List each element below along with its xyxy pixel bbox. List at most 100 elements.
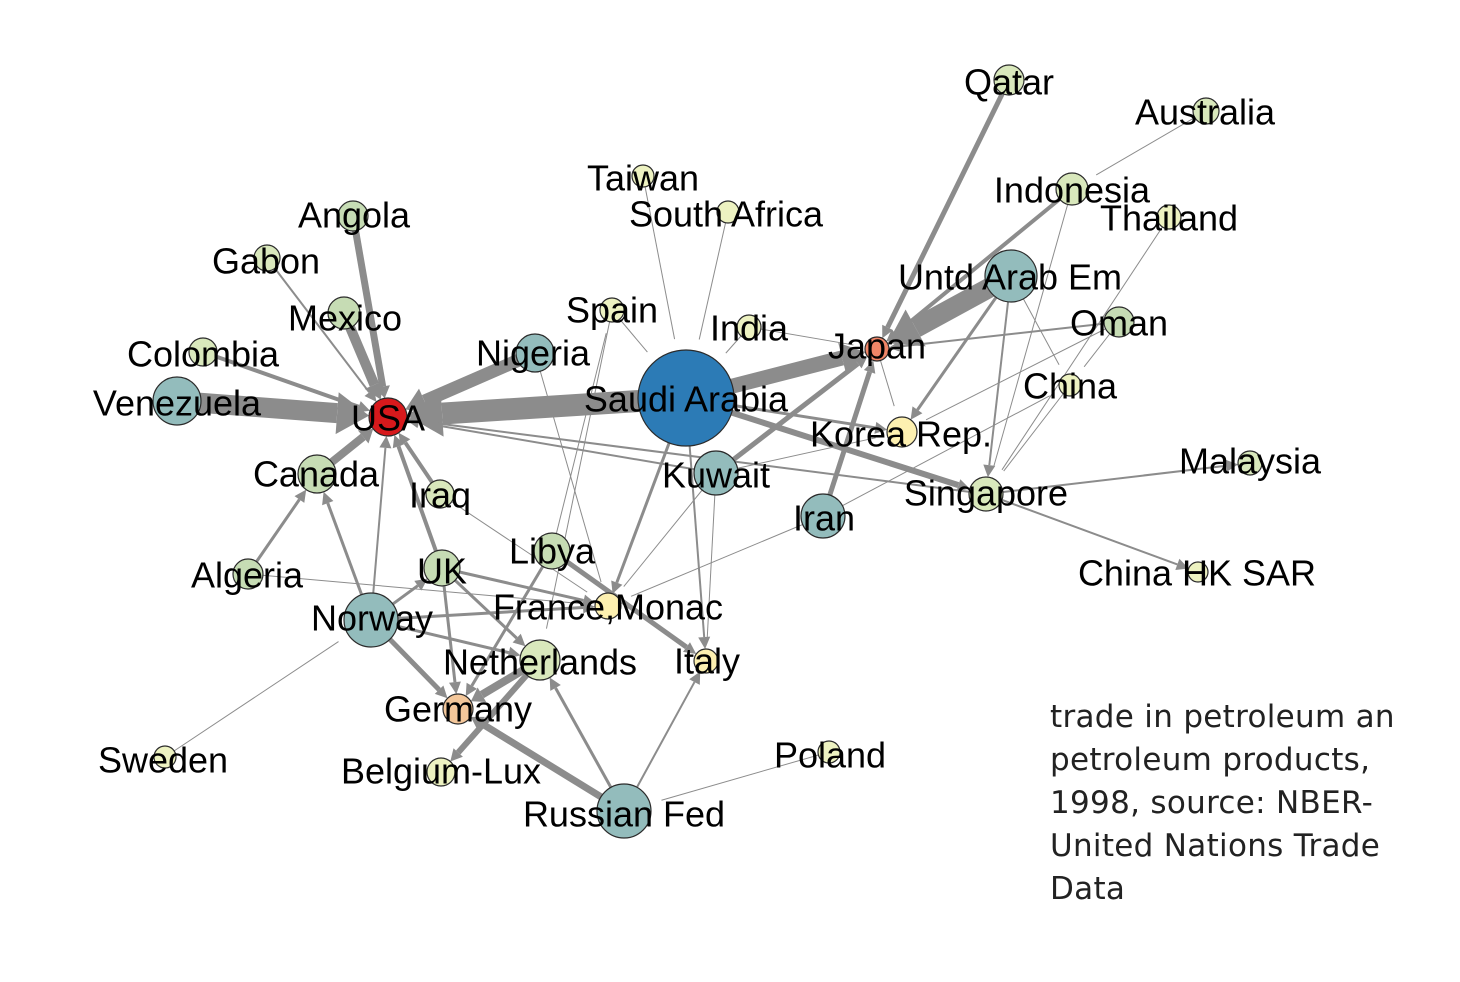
arrowhead-libya-to-italy	[683, 642, 697, 654]
node-netherlands[interactable]	[519, 639, 561, 681]
arrowhead-norway-to-germany	[434, 685, 448, 699]
edge-kuwait-to-usa	[418, 421, 717, 474]
arrowhead-russia-to-italy	[689, 671, 701, 685]
edge-iraq-to-france	[439, 493, 588, 593]
node-canada[interactable]	[297, 454, 337, 494]
arrowhead-singapore-to-usa	[406, 415, 420, 427]
edge-spain-to-netherlands	[545, 309, 613, 629]
node-germany[interactable]	[442, 693, 474, 725]
node-venezuela[interactable]	[152, 376, 202, 426]
node-label-kuwait: Kuwait	[662, 455, 770, 496]
arrowhead-uae-to-singapore	[983, 464, 996, 478]
node-label-poland: Poland	[774, 735, 886, 776]
node-label-sweden: Sweden	[98, 740, 228, 781]
node-label-mexico: Mexico	[288, 298, 402, 339]
node-korea[interactable]	[886, 416, 918, 448]
arrowhead-algeria-to-canada	[294, 489, 307, 503]
edge-uae-to-singapore	[988, 275, 1012, 466]
node-hk[interactable]	[1187, 561, 1209, 583]
arrowhead-saudi-to-italy	[698, 636, 711, 649]
node-label-nigeria: Nigeria	[476, 333, 591, 374]
node-italy[interactable]	[693, 648, 719, 674]
arrowhead-norway-to-uk	[414, 578, 428, 591]
node-belgium[interactable]	[426, 757, 456, 787]
node-singapore[interactable]	[968, 476, 1004, 512]
node-spain[interactable]	[599, 297, 625, 323]
arrowhead-colombia-to-usa	[356, 401, 371, 413]
node-label-saudi: Saudi Arabia	[584, 379, 789, 420]
node-label-taiwan: Taiwan	[587, 158, 699, 199]
node-uae[interactable]	[984, 249, 1038, 303]
node-label-russia: Russian Fed	[523, 794, 725, 835]
caption-line-2: petroleum products,	[1050, 742, 1371, 778]
node-iran[interactable]	[800, 493, 846, 539]
node-label-iran: Iran	[793, 498, 855, 539]
edge-nigeria-to-usa	[421, 347, 538, 408]
node-norway[interactable]	[343, 592, 399, 648]
node-gabon[interactable]	[253, 244, 281, 272]
arrowhead-saudi-to-singapore	[956, 479, 970, 492]
node-oman[interactable]	[1103, 306, 1135, 338]
edge-venezuela-to-usa	[176, 391, 338, 424]
node-algeria[interactable]	[232, 558, 264, 590]
node-australia[interactable]	[1192, 97, 1220, 125]
node-sweden[interactable]	[153, 745, 177, 769]
arrowhead-gabon-to-usa	[364, 388, 377, 402]
node-label-libya: Libya	[509, 531, 596, 572]
arrowhead-norway-to-usa	[379, 435, 392, 449]
node-label-thailand: Thailand	[1100, 198, 1238, 239]
node-label-colombia: Colombia	[127, 334, 280, 375]
node-label-france: France,Monac	[493, 587, 723, 628]
node-france[interactable]	[594, 592, 622, 620]
node-poland[interactable]	[817, 740, 841, 764]
node-saudi[interactable]	[637, 349, 735, 447]
caption-line-1: trade in petroleum an	[1050, 699, 1395, 735]
arrowhead-saudi-to-france	[611, 580, 623, 594]
node-label-canada: Canada	[253, 454, 380, 495]
node-japan[interactable]	[864, 336, 890, 362]
arrowhead-kuwait-to-japan	[854, 356, 868, 369]
node-label-india: India	[710, 308, 789, 349]
node-russia[interactable]	[596, 783, 652, 839]
node-label-oman: Oman	[1070, 303, 1168, 344]
edge-oman-to-japan	[900, 321, 1120, 348]
arrowhead-angola-to-usa	[375, 385, 390, 399]
node-kuwait[interactable]	[693, 450, 739, 496]
node-mexico[interactable]	[327, 296, 361, 330]
node-colombia[interactable]	[188, 337, 218, 367]
edge-russia-to-germany	[479, 720, 626, 814]
edge-singapore-to-hk	[985, 493, 1178, 566]
node-label-japan: Japan	[828, 326, 926, 367]
node-china[interactable]	[1058, 373, 1082, 397]
node-angola[interactable]	[337, 200, 369, 232]
node-label-iraq: Iraq	[409, 475, 471, 516]
arrowhead-saudi-to-korea	[874, 421, 888, 434]
node-usa[interactable]	[368, 397, 408, 437]
node-malaysia[interactable]	[1237, 450, 1263, 476]
edge-uae-to-korea	[916, 275, 1013, 411]
node-label-indonesia: Indonesia	[994, 170, 1151, 211]
arrowhead-russia-to-netherlands	[549, 677, 561, 691]
edge-angola-to-usa	[349, 215, 387, 388]
node-label-uk: UK	[417, 551, 467, 592]
node-iraq[interactable]	[425, 479, 455, 509]
node-uk[interactable]	[423, 549, 461, 587]
node-label-australia: Australia	[1135, 92, 1276, 133]
arrowhead-uk-to-netherlands	[512, 633, 526, 647]
node-india[interactable]	[736, 314, 762, 340]
node-nigeria[interactable]	[515, 333, 555, 373]
node-indonesia[interactable]	[1055, 172, 1089, 206]
node-label-algeria: Algeria	[191, 555, 304, 596]
node-thailand[interactable]	[1156, 204, 1182, 230]
node-south_africa[interactable]	[716, 200, 740, 224]
edge-china-to-singapore	[1003, 384, 1071, 472]
node-libya[interactable]	[533, 532, 571, 570]
arrowhead-uk-to-usa	[392, 434, 405, 449]
arrowhead-singapore-to-hk	[1175, 558, 1189, 570]
arrowhead-uae-to-korea	[910, 406, 923, 420]
edge-kuwait-to-france	[623, 472, 717, 587]
node-taiwan[interactable]	[631, 164, 655, 188]
arrowhead-iran-to-japan	[863, 360, 876, 374]
node-qatar[interactable]	[993, 64, 1025, 96]
